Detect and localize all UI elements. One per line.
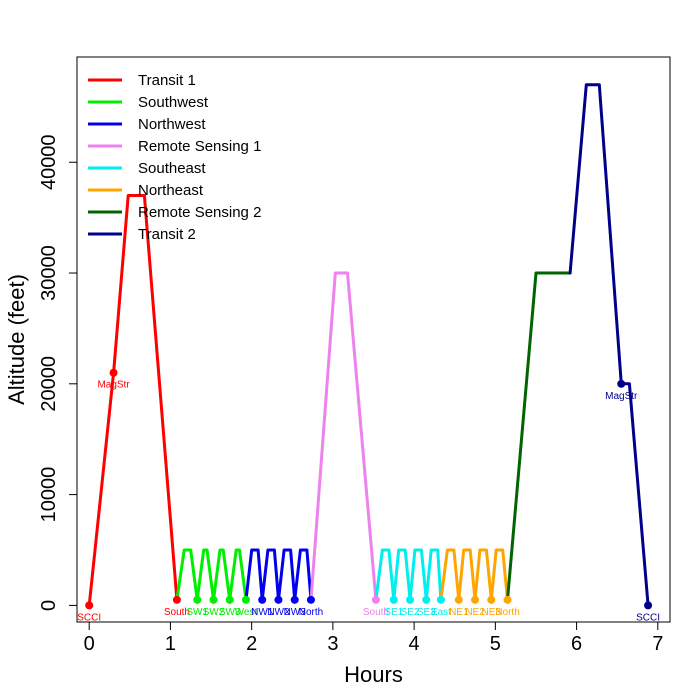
x-tick-label: 5 [490, 633, 501, 655]
waypoint-label: SE2 [401, 607, 420, 618]
legend-label: Northwest [138, 116, 206, 133]
waypoint-label: MagStr [97, 380, 130, 391]
waypoint-label: SE3 [417, 607, 436, 618]
waypoint-marker [258, 595, 267, 604]
waypoint-marker [617, 379, 626, 388]
plot-frame [76, 56, 671, 623]
legend-label: Southwest [138, 94, 209, 111]
waypoint-marker [471, 595, 480, 604]
waypoint-label: North [299, 607, 323, 618]
waypoint-label: SW2 [203, 607, 225, 618]
x-tick-label: 0 [84, 633, 95, 655]
waypoint-label: South [363, 607, 389, 618]
waypoint-marker [209, 595, 218, 604]
series-line-remote-sensing-1 [309, 271, 378, 602]
y-axis: 0 10000 20000 30000 40000 [38, 134, 77, 611]
waypoint-label: SE1 [384, 607, 403, 618]
waypoint-marker [644, 601, 653, 610]
y-axis-title: Altitude (feet) [4, 274, 29, 405]
waypoint-marker [193, 595, 202, 604]
legend-label: Transit 1 [138, 72, 196, 89]
waypoint-marker [487, 595, 496, 604]
waypoint-marker [422, 595, 431, 604]
waypoint-label: North [495, 607, 519, 618]
waypoint-marker [436, 595, 445, 604]
waypoint-marker [241, 595, 250, 604]
waypoint-marker [406, 595, 415, 604]
waypoint-marker [454, 595, 463, 604]
points-layer: SCCIMagStrSouthSW1SW2SW3WestNW1NW2NW3Nor… [77, 368, 660, 623]
waypoint-label: NW1 [251, 607, 274, 618]
waypoint-label: SCCI [77, 612, 101, 623]
waypoint-marker [306, 595, 315, 604]
series-line-remote-sensing-2 [506, 271, 572, 602]
waypoint-label: SW1 [186, 607, 208, 618]
x-tick-label: 7 [652, 633, 663, 655]
waypoint-marker [503, 595, 512, 604]
x-tick-label: 6 [571, 633, 582, 655]
x-tick-label: 2 [246, 633, 257, 655]
legend-label: Remote Sensing 2 [138, 204, 261, 221]
x-tick-label: 4 [409, 633, 420, 655]
y-tick-label: 40000 [38, 134, 60, 190]
y-tick-label: 10000 [38, 467, 60, 523]
x-axis-title: Hours [344, 662, 403, 687]
waypoint-marker [389, 595, 398, 604]
legend-label: Southeast [138, 160, 206, 177]
waypoint-label: West [235, 607, 258, 618]
waypoint-label: MagStr [605, 391, 638, 402]
waypoint-label: East [431, 607, 451, 618]
waypoint-label: NE2 [465, 607, 485, 618]
waypoint-label: NW2 [267, 607, 290, 618]
x-tick-label: 3 [327, 633, 338, 655]
waypoint-marker [290, 595, 299, 604]
waypoint-label: NE3 [482, 607, 502, 618]
waypoint-label: SCCI [636, 612, 660, 623]
waypoint-marker [225, 595, 234, 604]
legend-label: Remote Sensing 1 [138, 138, 261, 155]
legend: Transit 1 Southwest Northwest Remote Sensin… [88, 72, 261, 243]
legend-label: Transit 2 [138, 226, 196, 243]
waypoint-marker [172, 595, 181, 604]
y-tick-label: 0 [38, 600, 60, 611]
waypoint-marker [274, 595, 283, 604]
legend-label: Northeast [138, 182, 204, 199]
x-axis: 0 1 2 3 4 5 6 7 [84, 622, 663, 655]
waypoint-marker [371, 595, 380, 604]
waypoint-label: NW3 [284, 607, 307, 618]
waypoint-label: NE1 [449, 607, 469, 618]
y-tick-label: 20000 [38, 356, 60, 412]
waypoint-marker [109, 368, 118, 377]
waypoint-label: SW3 [219, 607, 241, 618]
series-line-transit-1 [87, 194, 179, 607]
series-line-transit-2 [568, 83, 650, 607]
waypoint-label: South [164, 607, 190, 618]
waypoint-marker [85, 601, 94, 610]
y-tick-label: 30000 [38, 245, 60, 301]
x-tick-label: 1 [165, 633, 176, 655]
